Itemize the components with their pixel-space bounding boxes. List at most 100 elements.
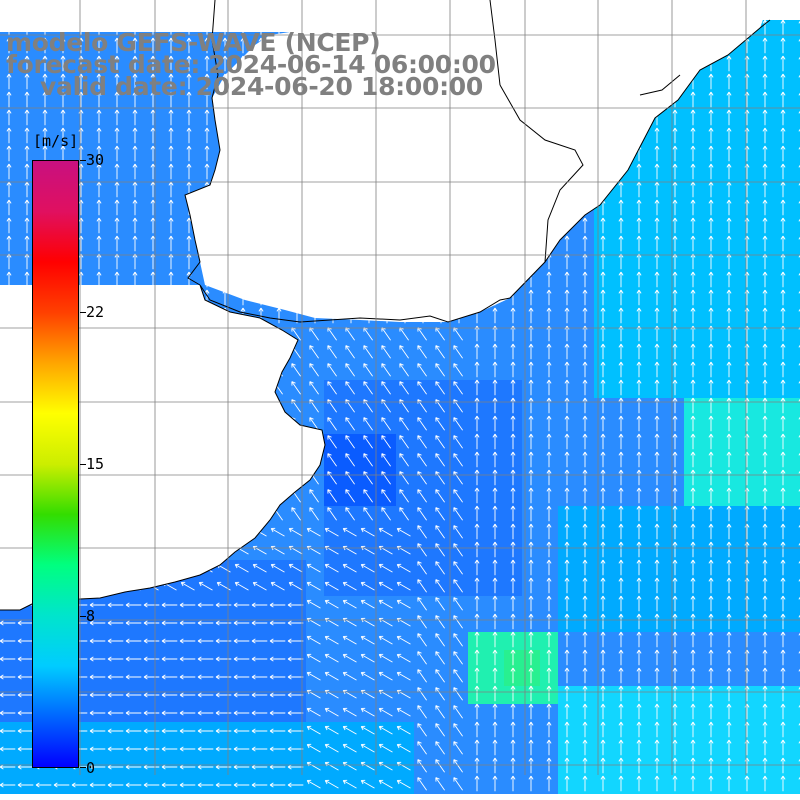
wind-arrow [780, 739, 786, 756]
wind-arrow [762, 307, 768, 324]
wind-arrow [582, 685, 588, 702]
wind-arrow [363, 507, 373, 521]
wind-arrow [453, 741, 463, 755]
wind-arrow [453, 597, 463, 611]
wind-arrow [42, 109, 48, 126]
wind-arrow [690, 235, 696, 252]
wind-arrow [726, 739, 732, 756]
wind-arrow [291, 507, 301, 521]
wind-arrow [762, 145, 768, 162]
wind-arrow [89, 728, 106, 734]
wind-arrow [618, 559, 624, 576]
wind-arrow [582, 739, 588, 756]
wind-arrow [399, 345, 409, 359]
wind-arrow [24, 145, 30, 162]
wind-arrow [510, 685, 516, 702]
wind-arrow [179, 746, 196, 752]
wind-arrow [492, 649, 498, 666]
wind-arrow [17, 674, 34, 680]
wind-arrow [435, 525, 445, 539]
colorbar-tick-0: 0 [86, 759, 96, 777]
wind-arrow [453, 705, 463, 719]
wind-arrow [363, 381, 373, 395]
wind-arrow [42, 37, 48, 54]
wind-arrow [288, 527, 303, 537]
wind-arrow [780, 379, 786, 396]
wind-arrow [510, 397, 516, 414]
wind-arrow [96, 55, 102, 72]
wind-arrow [708, 523, 714, 540]
wind-arrow [564, 667, 570, 684]
wind-arrow [60, 73, 66, 90]
wind-arrow [474, 739, 480, 756]
wind-arrow [453, 651, 463, 665]
wind-arrow [690, 181, 696, 198]
wind-cell [792, 326, 800, 344]
wind-arrow [17, 692, 34, 698]
wind-arrow [762, 217, 768, 234]
wind-arrow [435, 651, 445, 665]
wind-arrow [474, 721, 480, 738]
wind-arrow [363, 363, 373, 377]
wind-arrow [528, 631, 534, 648]
wind-arrow [690, 217, 696, 234]
wind-arrow [396, 671, 411, 681]
wind-arrow [726, 469, 732, 486]
wind-arrow [252, 581, 267, 591]
wind-arrow [564, 289, 570, 306]
wind-arrow [708, 73, 714, 90]
wind-arrow [780, 595, 786, 612]
wind-arrow [546, 775, 552, 792]
wind-arrow [636, 253, 642, 270]
wind-arrow [726, 595, 732, 612]
wind-arrow [96, 91, 102, 108]
wind-arrow [564, 361, 570, 378]
colorbar-tick-15: 15 [86, 455, 105, 473]
wind-arrow [564, 541, 570, 558]
wind-arrow [396, 761, 411, 771]
wind-arrow [546, 541, 552, 558]
wind-arrow [672, 271, 678, 288]
wind-arrow [435, 633, 445, 647]
wind-arrow [708, 631, 714, 648]
wind-arrow [780, 721, 786, 738]
wind-arrow [780, 289, 786, 306]
wind-arrow [417, 705, 427, 719]
wind-arrow [636, 271, 642, 288]
wind-cell [792, 38, 800, 56]
wind-arrow [396, 725, 411, 735]
wind-arrow [417, 579, 427, 593]
wind-arrow [107, 656, 124, 662]
wind-arrow [342, 671, 357, 681]
wind-arrow [306, 563, 321, 573]
wind-arrow [114, 217, 120, 234]
wind-arrow [762, 361, 768, 378]
wind-arrow [708, 685, 714, 702]
wind-arrow [324, 761, 339, 771]
wind-arrow [435, 489, 445, 503]
wind-arrow [780, 685, 786, 702]
wind-arrow [708, 181, 714, 198]
wind-arrow [125, 692, 142, 698]
wind-arrow [161, 638, 178, 644]
wind-arrow [179, 638, 196, 644]
wind-arrow [71, 782, 88, 788]
wind-arrow [510, 721, 516, 738]
wind-arrow [378, 599, 393, 609]
wind-arrow [417, 777, 427, 791]
wind-arrow [306, 581, 321, 591]
wind-arrow [708, 163, 714, 180]
wind-arrow [618, 253, 624, 270]
wind-arrow [654, 289, 660, 306]
wind-arrow [618, 181, 624, 198]
wind-arrow [324, 725, 339, 735]
wind-arrow [234, 563, 249, 573]
wind-arrow [618, 451, 624, 468]
wind-arrow [204, 127, 210, 144]
wind-arrow [378, 779, 393, 789]
wind-arrow [618, 397, 624, 414]
wind-cell [792, 596, 800, 614]
wind-cell [792, 470, 800, 488]
wind-arrow [546, 577, 552, 594]
